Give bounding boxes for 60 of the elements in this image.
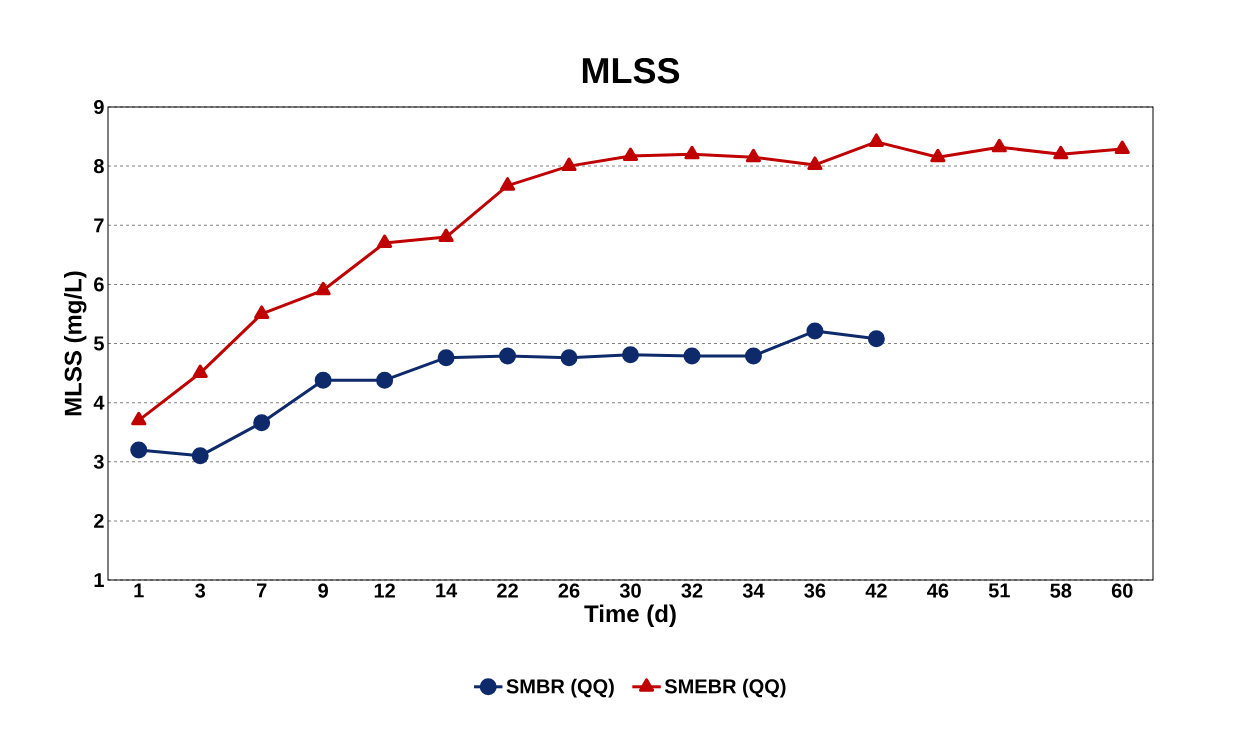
point [377,234,393,248]
point [191,447,209,465]
x-tick-label: 22 [497,583,518,598]
point [684,145,700,160]
point [1053,145,1069,160]
point [376,371,394,389]
point [1114,140,1130,154]
point [437,349,455,367]
point [622,346,639,364]
x-tick-label: 51 [988,583,1010,598]
y-tick-label: 5 [93,336,104,351]
x-tick-label: 12 [374,583,395,598]
x-tick-label: 46 [927,583,949,598]
y-tick-label: 2 [94,513,104,528]
legend-label: SMBR (QQ) [506,678,614,698]
x-tick-label: 7 [256,583,267,598]
point [499,347,517,365]
point [500,177,516,191]
y-tick-label: 1 [94,573,104,587]
point [806,322,824,340]
point [930,148,946,163]
point [991,138,1007,153]
x-tick-label: 34 [742,583,765,598]
point [253,414,271,432]
y-tick-label: 8 [93,159,104,174]
point [807,156,823,170]
x-tick-label: 32 [681,583,703,598]
x-tick-label: 9 [318,583,328,598]
x-tick-label: 30 [619,583,641,598]
point [622,147,639,162]
y-tick-label: 7 [94,218,104,233]
y-axis-title: MLSS (mg/L) [64,271,87,416]
point [745,148,761,163]
x-tick-label: 3 [195,583,206,598]
x-tick-label: 26 [558,583,580,598]
point [438,228,454,243]
x-tick-label: 42 [865,583,887,598]
point [561,157,577,172]
point [560,349,578,367]
point [315,281,331,296]
point [868,133,884,147]
point [130,441,148,459]
point [867,330,885,348]
x-axis-title: Time (d) [584,604,676,627]
point [744,347,762,365]
x-tick-label: 36 [804,583,826,598]
point [683,347,701,365]
x-tick-label: 60 [1111,583,1133,598]
y-tick-label: 6 [94,277,104,292]
x-tick-label: 14 [436,583,458,598]
point [314,371,332,389]
point [254,305,270,319]
chart-title: MLSS [582,57,680,84]
y-tick-label: 3 [93,454,104,469]
legend-label: SMEBR (QQ) [664,678,786,698]
point [192,364,208,379]
x-tick-label: 58 [1050,583,1072,598]
y-tick-label: 9 [94,99,104,115]
x-tick-label: 1 [134,583,144,598]
y-tick-label: 4 [93,395,105,410]
